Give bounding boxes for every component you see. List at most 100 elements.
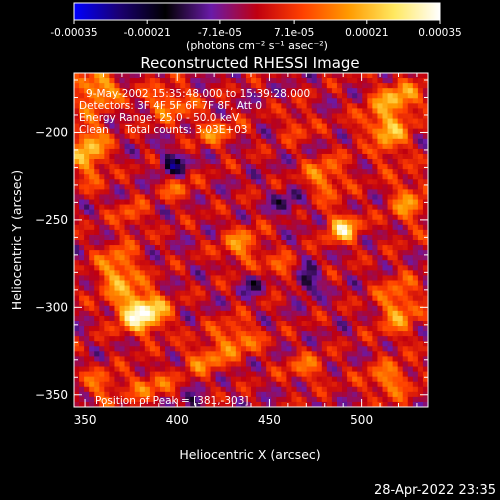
heatmap-cell [109, 240, 115, 246]
heatmap-cell [291, 174, 297, 180]
heatmap-cell [210, 88, 216, 94]
heatmap-cell [377, 214, 383, 221]
heatmap-cell [129, 174, 136, 180]
heatmap-cell [407, 194, 414, 200]
heatmap-cell [326, 336, 333, 342]
heatmap-cell [89, 184, 95, 190]
heatmap-cell [402, 209, 409, 216]
heatmap-cell [402, 255, 409, 261]
heatmap-cell [109, 305, 115, 312]
heatmap-cell [251, 381, 257, 388]
heatmap-cell [417, 143, 424, 150]
heatmap-cell [271, 265, 277, 271]
heatmap-cell [296, 93, 302, 99]
heatmap-cell [316, 250, 323, 256]
heatmap-cell [326, 229, 333, 236]
heatmap-cell [210, 331, 216, 337]
heatmap-cell [205, 331, 211, 337]
heatmap-cell [372, 320, 378, 327]
heatmap-cell [175, 148, 181, 155]
heatmap-cell [225, 285, 232, 292]
heatmap-cell [84, 174, 90, 180]
heatmap-cell [291, 169, 297, 175]
heatmap-cell [357, 396, 363, 403]
heatmap-cell [89, 229, 95, 236]
heatmap-cell [139, 245, 146, 251]
heatmap-cell [357, 224, 363, 231]
heatmap-cell [357, 255, 363, 261]
heatmap-cell [321, 148, 328, 155]
heatmap-cell [357, 310, 363, 317]
heatmap-cell [245, 88, 252, 94]
heatmap-cell [402, 285, 409, 292]
heatmap-cell [210, 310, 216, 317]
heatmap-cell [165, 396, 171, 403]
heatmap-cell [296, 189, 302, 195]
heatmap-cell [129, 204, 136, 211]
heatmap-cell [251, 174, 257, 180]
heatmap-cell [200, 265, 206, 271]
heatmap-cell [235, 305, 242, 312]
heatmap-cell [342, 153, 348, 160]
heatmap-cell [129, 138, 136, 145]
heatmap-cell [79, 73, 85, 79]
heatmap-cell [225, 290, 232, 297]
heatmap-cell [99, 209, 105, 216]
heatmap-cell [316, 88, 323, 94]
heatmap-cell [210, 315, 216, 322]
heatmap-cell [240, 240, 247, 246]
heatmap-cell [362, 138, 368, 145]
heatmap-cell [417, 295, 424, 302]
heatmap-cell [417, 315, 424, 322]
heatmap-cell [336, 320, 343, 327]
heatmap-cell [296, 381, 302, 388]
heatmap-cell [412, 361, 419, 367]
heatmap-cell [336, 148, 343, 155]
heatmap-cell [407, 93, 414, 99]
heatmap-cell [149, 199, 156, 205]
heatmap-cell [281, 219, 287, 226]
heatmap-cell [372, 265, 378, 271]
heatmap-cell [342, 265, 348, 271]
heatmap-cell [367, 336, 373, 342]
heatmap-cell [225, 401, 232, 407]
heatmap-cell [336, 199, 343, 205]
heatmap-cell [190, 401, 196, 407]
heatmap-cell [200, 194, 206, 200]
heatmap-cell [291, 179, 297, 185]
heatmap-cell [266, 148, 272, 155]
heatmap-cell [256, 376, 262, 383]
heatmap-cell [342, 391, 348, 398]
heatmap-cell [256, 270, 262, 276]
heatmap-cell [382, 396, 388, 403]
heatmap-cell [84, 78, 90, 84]
heatmap-cell [321, 305, 328, 312]
heatmap-cell [159, 159, 166, 165]
heatmap-cell [195, 78, 201, 84]
heatmap-cell [377, 179, 383, 185]
heatmap-cell [89, 336, 95, 342]
heatmap-cell [94, 391, 100, 398]
heatmap-cell [271, 305, 277, 312]
heatmap-cell [296, 331, 302, 337]
heatmap-cell [412, 128, 419, 135]
heatmap-cell [271, 234, 277, 241]
heatmap-cell [124, 153, 131, 160]
heatmap-cell [271, 250, 277, 256]
heatmap-cell [321, 260, 328, 266]
heatmap-cell [266, 83, 272, 89]
heatmap-cell [190, 280, 196, 286]
heatmap-cell [331, 224, 338, 231]
heatmap-cell [281, 214, 287, 221]
heatmap-cell [180, 78, 186, 84]
heatmap-cell [74, 103, 80, 109]
heatmap-cell [417, 159, 424, 165]
heatmap-cell [175, 93, 181, 99]
heatmap-cell [139, 285, 146, 292]
heatmap-cell [195, 143, 201, 150]
heatmap-cell [114, 133, 120, 140]
heatmap-cell [139, 280, 146, 286]
heatmap-cell [165, 371, 171, 378]
heatmap-cell [225, 351, 232, 357]
heatmap-cell [220, 174, 227, 180]
